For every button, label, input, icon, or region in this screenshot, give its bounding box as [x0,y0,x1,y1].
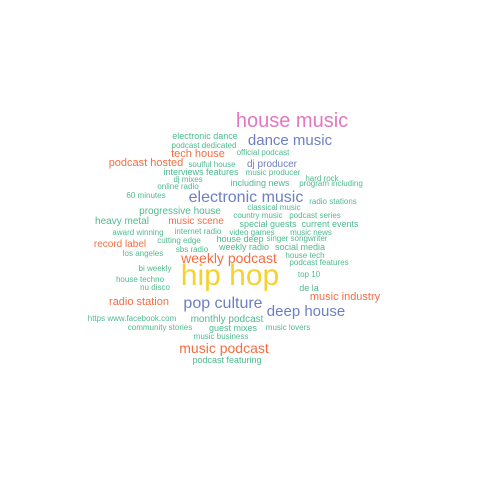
word-dj-mixes: dj mixes [173,175,203,184]
word-hard-rock: hard rock [305,174,339,183]
word-soulful-house: soulful house [188,160,236,169]
word-house-tech: house tech [285,251,325,260]
word-guest-mixes: guest mixes [208,323,258,333]
word-music-scene: music scene [168,216,224,227]
word-interviews-features: interviews features [163,167,239,177]
word-heavy-metal: heavy metal [95,216,149,227]
word-podcast-hosted: podcast hosted [108,157,184,169]
word-pop-culture: pop culture [183,295,263,312]
word-social-media: social media [274,242,326,252]
word-music-industry: music industry [309,291,381,303]
word-https-www-facebook-com: https www.facebook.com [87,314,177,323]
word-house-music: house music [235,110,349,132]
word-podcast-series: podcast series [289,211,341,220]
word-music-podcast: music podcast [179,340,269,356]
word-weekly-radio: weekly radio [218,242,270,252]
word-video-games: video games [229,228,275,237]
word-cutting-edge: cutting edge [157,236,201,245]
word-radio-station: radio station [109,296,169,308]
word-official-podcast: official podcast [236,148,290,157]
word-de-la: de la [299,283,319,293]
word-program-including: program including [299,179,363,188]
word-60-minutes: 60 minutes [126,191,166,200]
word-house-techno: house techno [115,275,165,284]
word-music-lovers: music lovers [265,323,311,332]
word-radio-stations: radio stations [309,197,357,206]
word-record-label: record label [93,239,147,250]
word-classical-music: classical music [247,203,301,212]
word-podcast-dedicated: podcast dedicated [171,141,237,150]
word-weekly-podcast: weekly podcast [181,250,277,266]
word-including-news: including news [230,178,290,188]
word-electronic-music: electronic music [188,189,304,206]
word-dance-music: dance music [247,132,333,149]
word-tech-house: tech house [171,148,225,160]
word-internet-radio: internet radio [174,227,222,236]
word-bi-weekly: bi weekly [138,264,172,273]
word-singer-songwriter: singer songwriter [266,234,328,243]
word-music-news: music news [290,228,332,237]
word-podcast-featuring: podcast featuring [192,355,262,365]
word-country-music: country music [233,211,283,220]
word-music-business: music business [193,332,249,341]
word-electronic-dance: electronic dance [172,131,238,141]
word-hip-hop: hip hop [180,259,280,292]
word-special-guests: special guests [239,219,297,229]
word-current-events: current events [301,219,359,229]
word-progressive-house: progressive house [139,206,221,217]
word-los-angeles: los angeles [122,249,164,258]
word-nu-disco: nu disco [140,283,170,292]
word-community-stories: community stories [127,323,193,332]
word-online-radio: online radio [157,182,199,191]
word-house-deep: house deep [216,234,264,244]
word-deep-house: deep house [266,303,346,320]
word-top-10: top 10 [297,270,321,279]
word-dj-producer: dj producer [246,159,298,170]
word-sbs-radio: sbs radio [175,245,209,254]
word-podcast-features: podcast features [289,258,349,267]
word-monthly-podcast: monthly podcast [190,314,264,325]
word-award-winning: award winning [112,228,164,237]
word-music-producer: music producer [245,168,301,177]
